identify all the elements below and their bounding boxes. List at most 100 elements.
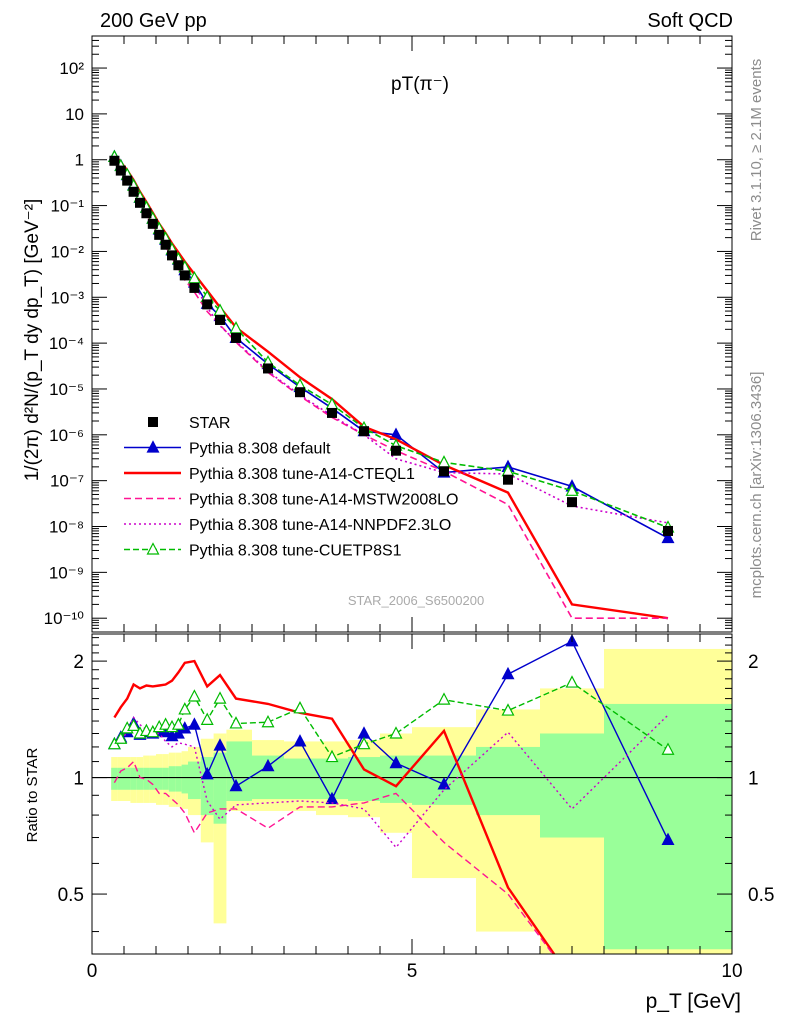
x-tick-label: 5 xyxy=(407,961,418,982)
main-y-axis: 10⁻¹⁰ 10⁻⁹ 10⁻⁸ 10⁻⁷ 10⁻⁶ 10⁻⁵ 10⁻⁴ 10⁻³ 10⁻² 10⁻… xyxy=(44,35,733,632)
y-tick-label: 10⁻¹ xyxy=(50,197,84,216)
data-point xyxy=(263,363,273,374)
header-right: Soft QCD xyxy=(647,10,733,32)
stat-band-bin xyxy=(476,746,540,816)
y-tick-label: 10² xyxy=(59,59,84,78)
ratio-point xyxy=(325,749,339,763)
y-tick-label: 10⁻⁹ xyxy=(49,563,84,582)
ratio-y-tick-label: 1 xyxy=(73,769,84,790)
x-axis-label: p_T [GeV] xyxy=(646,990,741,1013)
y-tick-label: 10⁻² xyxy=(50,242,84,261)
main-y-axis-label: 1/(2π) d²N/(p_T dy dp_T) [GeV⁻²] xyxy=(22,199,43,482)
ratio-series-pythia-8-308-tune-a14-nnpdf2-3lo xyxy=(113,714,669,849)
ratio-point xyxy=(127,718,141,732)
data-point xyxy=(391,445,401,456)
legend-label: Pythia 8.308 tune-A14-CTEQL1 xyxy=(189,466,415,483)
stat-band-bin xyxy=(284,758,316,800)
ratio-point xyxy=(261,714,275,728)
ratio-point xyxy=(357,736,371,750)
data-point xyxy=(327,407,337,418)
legend-label: Pythia 8.308 tune-CUETP8S1 xyxy=(189,543,402,560)
data-point xyxy=(202,299,213,310)
ratio-point xyxy=(389,755,403,769)
y-tick-label: 10 xyxy=(65,105,84,124)
legend-marker xyxy=(148,417,158,427)
legend-entry-star: STAR xyxy=(148,415,230,432)
series-point xyxy=(187,270,201,284)
ratio-point xyxy=(357,726,371,739)
analysis-watermark: STAR_2006_S6500200 xyxy=(348,593,484,608)
main-title: pT(π⁻) xyxy=(391,74,449,95)
ratio-y-tick-label-right: 2 xyxy=(748,652,759,673)
ratio-point xyxy=(661,832,675,846)
ratio-point xyxy=(159,717,173,730)
y-tick-label: 10⁻⁶ xyxy=(49,426,84,445)
stat-band-bin xyxy=(348,757,380,801)
ratio-point xyxy=(501,703,515,716)
legend: STAR Pythia 8.308 default Pythia 8.308 tun… xyxy=(124,415,458,560)
data-point xyxy=(128,186,139,197)
data-point xyxy=(147,218,158,229)
rivet-label: Rivet 3.1.10, ≥ 2.1M events xyxy=(748,59,765,242)
ratio-point xyxy=(437,777,451,790)
stat-band-bin xyxy=(111,767,118,790)
data-point xyxy=(215,314,225,325)
stat-band-bin xyxy=(168,766,176,792)
stat-band-bin xyxy=(540,733,604,838)
data-point xyxy=(135,197,145,208)
ratio-point xyxy=(171,717,185,730)
legend-entry-pythia-8-308-tune-a14-mstw2008lo: Pythia 8.308 tune-A14-MSTW2008LO xyxy=(124,492,458,509)
data-point xyxy=(115,165,126,176)
legend-label: Pythia 8.308 tune-A14-MSTW2008LO xyxy=(189,492,458,509)
ratio-point xyxy=(437,692,451,705)
ratio-axes: 0.5 0.5 1 1 2 2 0 5 10 xyxy=(58,634,774,982)
data-point xyxy=(295,387,305,398)
main-panel: 10⁻¹⁰ 10⁻⁹ 10⁻⁸ 10⁻⁷ 10⁻⁶ 10⁻⁵ 10⁻⁴ 10⁻³ 10⁻² 10⁻… xyxy=(22,35,733,633)
y-tick-label: 10⁻⁵ xyxy=(49,380,84,399)
ratio-line xyxy=(113,760,554,954)
legend-label: Pythia 8.308 default xyxy=(189,441,331,458)
ratio-point xyxy=(114,731,128,744)
series-point xyxy=(229,321,243,334)
stat-band-bin xyxy=(124,767,131,790)
ratio-point xyxy=(501,666,515,680)
data-point xyxy=(173,260,184,271)
stat-band-bin xyxy=(181,764,188,794)
ratio-point xyxy=(293,701,307,714)
stat-band-bin xyxy=(213,752,227,824)
ratio-line xyxy=(113,659,556,954)
data-point xyxy=(663,525,673,536)
y-tick-label: 1 xyxy=(75,151,84,170)
ratio-series-pythia-8-308-tune-cuetp8s1 xyxy=(107,675,675,763)
legend-entry-pythia-8-308-default: Pythia 8.308 default xyxy=(124,440,331,458)
series-point xyxy=(661,530,675,544)
data-point xyxy=(567,497,577,508)
ratio-series-pythia-8-308-tune-a14-mstw2008lo xyxy=(113,760,554,954)
legend-entry-pythia-8-308-tune-cuetp8s1: Pythia 8.308 tune-CUETP8S1 xyxy=(124,542,402,560)
data-point xyxy=(109,155,120,166)
ratio-plot-area xyxy=(92,634,732,954)
legend-marker xyxy=(146,542,160,555)
stat-band-bin xyxy=(200,757,214,816)
main-plot-area xyxy=(107,149,675,620)
data-point xyxy=(189,282,200,293)
ratio-point xyxy=(213,738,227,751)
stat-band-bin xyxy=(156,767,163,790)
stat-band-bin xyxy=(604,703,732,950)
y-tick-label: 10⁻⁴ xyxy=(49,334,84,353)
ratio-y-tick-label: 2 xyxy=(73,652,84,673)
y-tick-label: 10⁻⁸ xyxy=(49,518,84,537)
mcplots-label: mcplots.cern.ch [arXiv:1306.3436] xyxy=(748,372,765,599)
ratio-point xyxy=(178,702,192,715)
ratio-series-pythia-8-308-tune-a14-cteql1 xyxy=(113,659,556,954)
data-point xyxy=(231,332,241,343)
data-point xyxy=(154,229,165,240)
ratio-y-tick-label: 0.5 xyxy=(58,885,84,906)
main-frame xyxy=(91,35,733,633)
ratio-panel: 0.5 0.5 1 1 2 2 0 5 10 Ratio to STAR p_T [GeV] xyxy=(24,633,774,1013)
uncertainty-bands xyxy=(111,648,732,954)
data-point xyxy=(179,270,190,281)
legend-entry-pythia-8-308-tune-a14-nnpdf2-3lo: Pythia 8.308 tune-A14-NNPDF2.3LO xyxy=(124,517,451,534)
ratio-y-tick-label-right: 0.5 xyxy=(748,885,774,906)
